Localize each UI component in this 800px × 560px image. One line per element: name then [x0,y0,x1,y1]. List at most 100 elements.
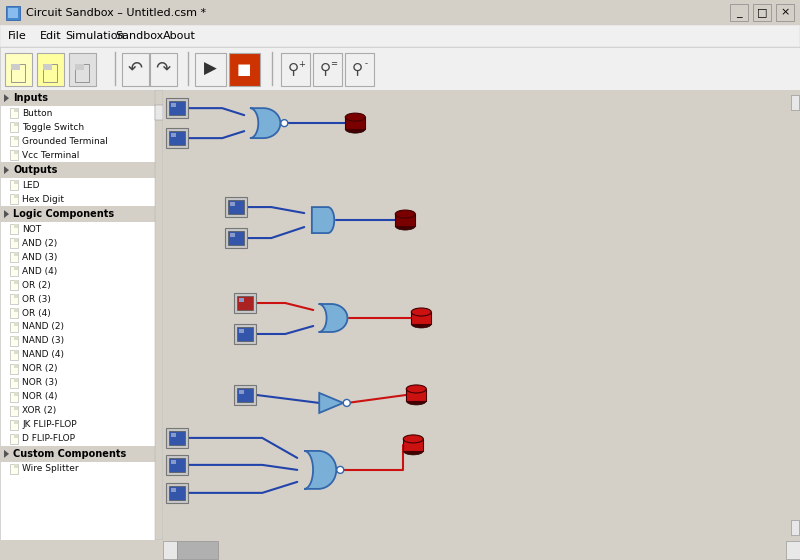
Bar [230,233,235,237]
Bar [346,117,366,129]
Bar [14,180,18,184]
Bar [14,224,18,228]
Text: AND (2): AND (2) [22,239,58,248]
Bar [239,390,244,394]
Bar [178,542,218,558]
Bar [10,464,18,474]
Text: ⚲: ⚲ [351,62,362,77]
Circle shape [337,466,344,473]
Circle shape [281,120,288,127]
Bar [753,4,771,21]
Bar [171,460,176,464]
Text: Custom Components: Custom Components [13,449,126,459]
Text: OR (2): OR (2) [22,281,50,290]
Bar [238,388,254,402]
Bar [10,266,18,276]
Bar [163,542,178,558]
Bar [10,392,18,402]
Text: NAND (2): NAND (2) [22,323,64,332]
Bar [171,133,176,137]
Bar [14,406,18,410]
Bar [14,308,18,312]
Bar [0,206,163,222]
Polygon shape [4,450,9,458]
Text: Logic Components: Logic Components [13,209,114,219]
Polygon shape [4,210,9,218]
Bar [10,194,18,204]
Bar [14,392,18,396]
Ellipse shape [411,308,431,316]
Bar [239,329,244,333]
Text: Toggle Switch: Toggle Switch [22,123,84,132]
FancyBboxPatch shape [194,53,226,86]
Bar [10,350,18,360]
Bar [395,214,415,226]
Bar [776,4,794,21]
Text: Hex Digit: Hex Digit [22,194,64,204]
Circle shape [343,399,350,407]
Text: NAND (4): NAND (4) [22,351,64,360]
FancyBboxPatch shape [313,53,342,86]
Text: Wire Splitter: Wire Splitter [22,464,78,473]
Bar [10,252,18,262]
Bar [10,108,18,118]
Bar [14,238,18,242]
Bar [10,238,18,248]
FancyBboxPatch shape [281,53,310,86]
Text: AND (3): AND (3) [22,253,58,262]
Bar [171,488,176,492]
Bar [10,406,18,416]
Bar [395,214,415,226]
Bar [14,364,18,368]
Bar [14,322,18,326]
Text: ↶: ↶ [127,60,142,78]
Bar [75,64,84,70]
Bar [170,458,186,472]
Text: ⚲: ⚲ [319,62,330,77]
Bar [791,95,799,110]
Bar [0,90,163,106]
Bar [10,322,18,332]
Bar [166,98,188,118]
Bar [14,136,18,140]
Bar [14,350,18,354]
Ellipse shape [346,125,366,133]
Bar [155,105,163,120]
Bar [166,128,188,148]
Bar [11,64,25,82]
Text: OR (3): OR (3) [22,295,51,304]
Bar [43,64,57,82]
Polygon shape [312,207,334,233]
Bar [75,64,89,82]
Bar [10,378,18,388]
Text: Circuit Sandbox – Untitled.csm *: Circuit Sandbox – Untitled.csm * [26,8,206,17]
Bar [14,150,18,154]
Text: ↷: ↷ [155,60,170,78]
Polygon shape [318,304,347,332]
FancyBboxPatch shape [5,53,31,86]
Text: Vcc Terminal: Vcc Terminal [22,151,79,160]
Text: Outputs: Outputs [13,165,58,175]
Bar [10,420,18,430]
Text: ■: ■ [237,62,251,77]
Bar [786,542,800,558]
Bar [11,64,20,70]
Bar [14,378,18,382]
Bar [411,312,431,324]
Bar [170,431,186,445]
Text: D FLIP-FLOP: D FLIP-FLOP [22,435,75,444]
Text: -: - [365,59,367,68]
Bar [10,336,18,346]
Bar [10,308,18,318]
Text: +: + [298,59,306,68]
Bar [43,64,52,70]
Bar [228,231,244,245]
Text: NOR (2): NOR (2) [22,365,58,374]
Bar [14,194,18,198]
Text: □: □ [757,8,767,17]
Polygon shape [4,166,9,174]
Bar [10,364,18,374]
Bar [10,224,18,234]
Text: Sandbox: Sandbox [115,31,163,41]
FancyBboxPatch shape [69,53,95,86]
